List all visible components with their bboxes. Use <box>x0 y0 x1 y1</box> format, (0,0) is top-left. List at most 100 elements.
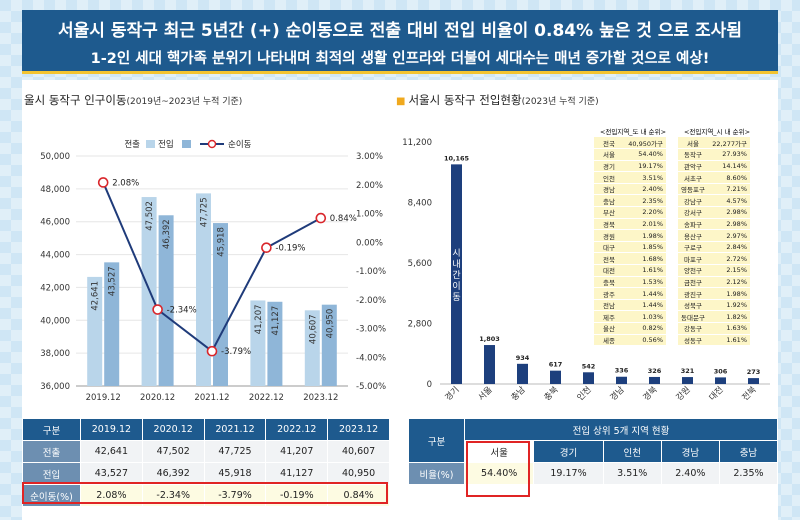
x-tick-label: 2023.12 <box>303 393 338 403</box>
net-move-line <box>102 182 322 353</box>
list-item: 양천구 2.15% <box>678 264 750 277</box>
list-item: 경남 2.40% <box>594 183 666 196</box>
region-bar <box>451 164 462 384</box>
region-bar-label: 617 <box>549 361 563 369</box>
in-bar-label: 43,527 <box>108 266 118 296</box>
legend-label-in: 전입 <box>158 139 174 150</box>
y-tick-label: 42,000 <box>40 283 70 293</box>
list-item: 부산 2.20% <box>594 206 666 219</box>
region-bar <box>748 378 759 384</box>
region-name: 마포구 <box>678 252 708 266</box>
table-cell: 40,607 <box>327 440 390 463</box>
table-row-highlight: 순이동(%) 2.08% -2.34% -3.79% -0.19% 0.84% <box>22 484 390 507</box>
region-name: 인천 <box>594 171 624 184</box>
region-share: 1.61% <box>708 334 750 347</box>
list-item: 용산구 2.97% <box>678 229 750 242</box>
row-label: 순이동(%) <box>22 484 81 507</box>
list-item: 제주 1.03% <box>594 310 666 323</box>
region-bar-label: 1,803 <box>479 335 500 343</box>
net-move-label: -2.34% <box>167 306 197 316</box>
region-name: 충북 <box>594 276 624 289</box>
region-share: 2.20% <box>624 206 666 219</box>
region-share: 1.98% <box>624 229 666 242</box>
region-share: 1.61% <box>624 264 666 277</box>
y-tick-label: 44,000 <box>40 251 70 261</box>
region-name: 대구 <box>594 241 624 254</box>
region-bar-label: 321 <box>681 367 695 375</box>
region-bar-label: 336 <box>615 367 629 375</box>
province-ranking-table: 전국 40,950가구 서울 54.40% 경기 19.17% 인천 3.51% 경남 2.40%… <box>594 137 666 347</box>
region-name: 성동구 <box>678 334 708 347</box>
region-name: 동대문구 <box>678 310 708 323</box>
region-share: 2.84% <box>708 241 750 254</box>
bar-annotation-char: 이 <box>452 281 460 292</box>
region-share: 1.82% <box>708 310 750 323</box>
move-in-status-title-main: 서울시 동작구 전입현황 <box>408 93 522 107</box>
region-bar <box>715 377 726 384</box>
list-item: 서울 54.40% <box>594 148 666 161</box>
list-item: 영등포구 7.21% <box>678 183 750 196</box>
region-share: 1.44% <box>624 287 666 300</box>
table-cell: 42,641 <box>80 440 143 463</box>
list-item: 동대문구 1.82% <box>678 310 750 323</box>
net-move-marker <box>261 242 272 254</box>
region-name: 동작구 <box>678 148 708 161</box>
region-name: 광진구 <box>678 287 708 300</box>
table-header-row: 서울 경기 인천 경남 충남 <box>409 440 779 463</box>
region-share: 2.72% <box>708 252 750 266</box>
bar-annotation-char: 간 <box>452 270 460 281</box>
list-item: 강서구 2.98% <box>678 206 750 219</box>
net-move-marker <box>315 212 327 224</box>
net-move-marker <box>206 345 218 357</box>
move-in-status-title: ■ 서울시 동작구 전입현황(2023년 누적 기준) <box>396 92 599 108</box>
table-cell: 3.51% <box>602 462 662 485</box>
y2-tick-label: -3.00% <box>356 325 386 335</box>
region-share: 14.14% <box>708 160 750 173</box>
region-bar <box>616 376 627 384</box>
table-cell: 47,502 <box>141 440 205 463</box>
list-item: 관악구 14.14% <box>678 160 750 173</box>
in-bar <box>321 304 337 386</box>
list-item: 대전 1.61% <box>594 264 666 277</box>
out-bar-label: 42,641 <box>91 281 101 311</box>
region-name: 구로구 <box>678 241 708 254</box>
region-share: 2.40% <box>624 183 666 196</box>
x-tick-label: 서울 <box>476 385 494 403</box>
bullet-icon: ■ <box>396 96 406 107</box>
city-ranking-title: <전입지역_시 내 순위> <box>683 128 751 136</box>
region-share: 27.93% <box>708 148 750 161</box>
list-item: 강남구 4.57% <box>678 194 750 208</box>
header-cell: 2023.12 <box>327 418 390 441</box>
population-movement-title-sub: (2019년~2023년 누적 기준) <box>126 97 243 107</box>
region-share: 2.12% <box>708 276 750 289</box>
region-header: 인천 <box>602 440 662 463</box>
banner-title: 서울시 동작구 최근 5년간 (+) 순이동으로 전출 대비 전입 비율이 0.… <box>58 21 742 41</box>
region-name: 금천구 <box>678 276 708 289</box>
x-tick-label: 경기 <box>443 384 462 403</box>
region-name: 전북 <box>594 252 624 266</box>
population-movement-chart: 36,000 38,000 40,000 42,000 44,000 46,000 48,0… <box>40 139 386 403</box>
list-item: 세종 0.56% <box>594 334 666 347</box>
corner-cell: 구분 <box>408 418 465 463</box>
population-movement-title-main: 울시 동작구 인구이동 <box>24 93 127 107</box>
in-bar-label: 46,392 <box>162 219 172 249</box>
top-regions-table: 구분 전입 상위 5개 지역 현황 서울 경기 인천 경남 충남 비율(%) 5… <box>408 418 779 485</box>
city-ranking-table: 서울 22,277가구 동작구 27.93% 관악구 14.14% 서초구 8.60% 영등포구… <box>678 137 750 347</box>
region-bar <box>682 377 693 384</box>
legend-label-out: 전출 <box>124 139 140 150</box>
list-item: 성북구 1.92% <box>678 299 750 312</box>
list-item: 인천 3.51% <box>594 171 666 184</box>
region-share: 2.97% <box>708 229 750 242</box>
table-cell: 41,127 <box>265 462 329 485</box>
legend-swatch-out <box>146 140 155 148</box>
region-share: 2.35% <box>624 194 666 208</box>
region-share: 1.85% <box>624 241 666 254</box>
x-tick-label: 경북 <box>641 384 660 403</box>
table-cell: -3.79% <box>203 484 267 507</box>
table-cell: 47,725 <box>203 440 267 463</box>
bar-annotation-char: 내 <box>452 259 460 270</box>
region-bar <box>583 372 594 384</box>
net-move-marker <box>152 304 163 315</box>
region-share: 1.68% <box>624 252 666 266</box>
region-share: 2.98% <box>708 218 750 231</box>
